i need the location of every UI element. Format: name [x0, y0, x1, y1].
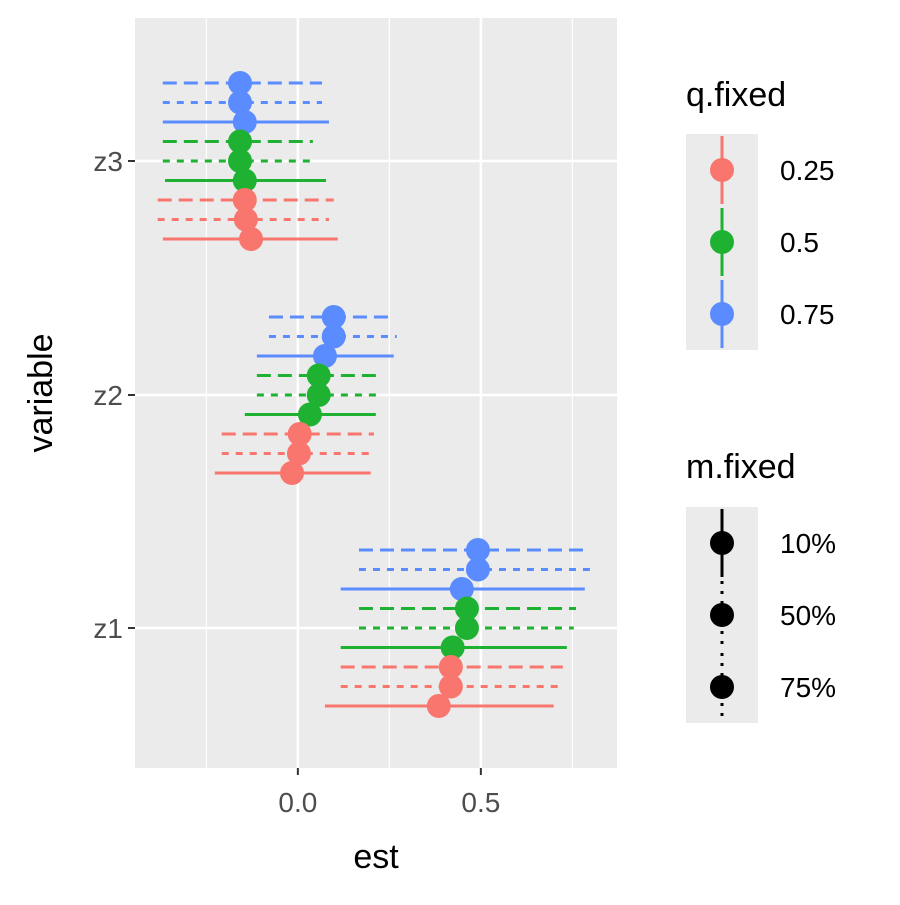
legend-key-point	[710, 531, 734, 555]
point-estimate	[321, 305, 346, 329]
panel-background	[135, 18, 617, 768]
estimate-z2-q0.75-m50%	[268, 324, 397, 349]
estimate-z1-q0.75-m10%	[340, 577, 585, 601]
point-estimate	[440, 635, 465, 660]
legend-label: 10%	[780, 528, 836, 559]
estimate-z3-q0.5-m75%	[162, 129, 313, 154]
legend-key-point	[710, 603, 734, 627]
x-tick-label: 0.5	[461, 787, 500, 818]
legend-key-point	[710, 675, 734, 699]
legend-label: 0.75	[780, 299, 835, 330]
point-estimate	[232, 188, 257, 212]
point-estimate	[228, 129, 253, 154]
legend-key-point	[710, 230, 734, 254]
legend-label: 0.25	[780, 155, 835, 186]
legend-label: 0.5	[780, 227, 819, 258]
point-estimate	[232, 110, 257, 134]
estimate-z3-q0.5-m50%	[162, 149, 313, 173]
point-estimate	[454, 596, 479, 621]
y-tick-label: z1	[93, 613, 123, 644]
estimate-z2-q0.5-m75%	[256, 363, 379, 388]
estimate-z1-q0.5-m50%	[358, 616, 574, 640]
estimate-z2-q0.75-m75%	[268, 305, 394, 329]
estimate-z2-q0.75-m10%	[256, 344, 394, 368]
point-estimate	[280, 461, 305, 485]
estimate-z3-q0.75-m50%	[162, 90, 323, 115]
point-estimate	[438, 674, 463, 699]
point-estimate	[297, 402, 322, 427]
estimate-z1-q0.25-m50%	[340, 674, 563, 699]
estimate-z3-q0.25-m10%	[162, 227, 338, 251]
estimate-z2-q0.25-m50%	[221, 441, 371, 466]
legend-key-point	[710, 302, 734, 326]
estimate-z1-q0.25-m10%	[324, 694, 554, 718]
legend-title-m-fixed: m.fixed	[686, 448, 796, 486]
point-estimate	[228, 149, 253, 173]
estimate-z1-q0.5-m75%	[358, 596, 577, 621]
point-estimate	[232, 168, 257, 193]
axes: 0.0 0.5 z1 z2 z3	[93, 146, 500, 818]
legends: q.fixed 0.25 0.5 0.75 m.fixed 10% 50% 75%	[686, 76, 836, 723]
estimate-z3-q0.5-m10%	[165, 168, 327, 193]
y-tick-label: z3	[93, 146, 123, 177]
point-estimate	[465, 557, 490, 582]
estimate-z2-q0.25-m10%	[214, 461, 371, 485]
estimate-z3-q0.25-m50%	[157, 207, 329, 232]
legend-title-q-fixed: q.fixed	[686, 76, 786, 114]
data-marks	[157, 71, 596, 718]
estimate-z2-q0.5-m50%	[256, 383, 381, 407]
point-estimate	[306, 363, 331, 388]
estimate-z3-q0.75-m10%	[162, 110, 329, 134]
x-axis-title: est	[353, 838, 399, 876]
estimate-z3-q0.25-m75%	[157, 188, 334, 212]
point-estimate	[306, 383, 331, 407]
estimate-z2-q0.5-m10%	[244, 402, 376, 427]
point-estimate	[287, 422, 312, 446]
point-estimate	[239, 227, 264, 251]
y-axis-title: variable	[22, 333, 60, 452]
point-estimate	[228, 90, 253, 115]
y-tick-label: z2	[93, 380, 123, 411]
point-estimate	[312, 344, 337, 368]
estimate-z2-q0.25-m75%	[221, 422, 374, 446]
estimate-z1-q0.75-m50%	[358, 557, 596, 582]
estimate-z1-q0.25-m75%	[340, 655, 563, 679]
point-estimate	[321, 324, 346, 349]
point-estimate	[465, 538, 490, 562]
legend-key-point	[710, 158, 734, 182]
point-estimate	[438, 655, 463, 679]
point-estimate	[449, 577, 474, 601]
legend-label: 75%	[780, 672, 836, 703]
estimate-z1-q0.5-m10%	[340, 635, 567, 660]
point-estimate	[228, 71, 253, 95]
point-estimate	[426, 694, 451, 718]
estimate-z3-q0.75-m75%	[162, 71, 323, 95]
x-tick-label: 0.0	[278, 787, 317, 818]
point-estimate	[286, 441, 311, 466]
legend-label: 50%	[780, 600, 836, 631]
point-estimate	[233, 207, 258, 232]
estimate-z1-q0.75-m75%	[358, 538, 590, 562]
point-estimate	[454, 616, 479, 640]
